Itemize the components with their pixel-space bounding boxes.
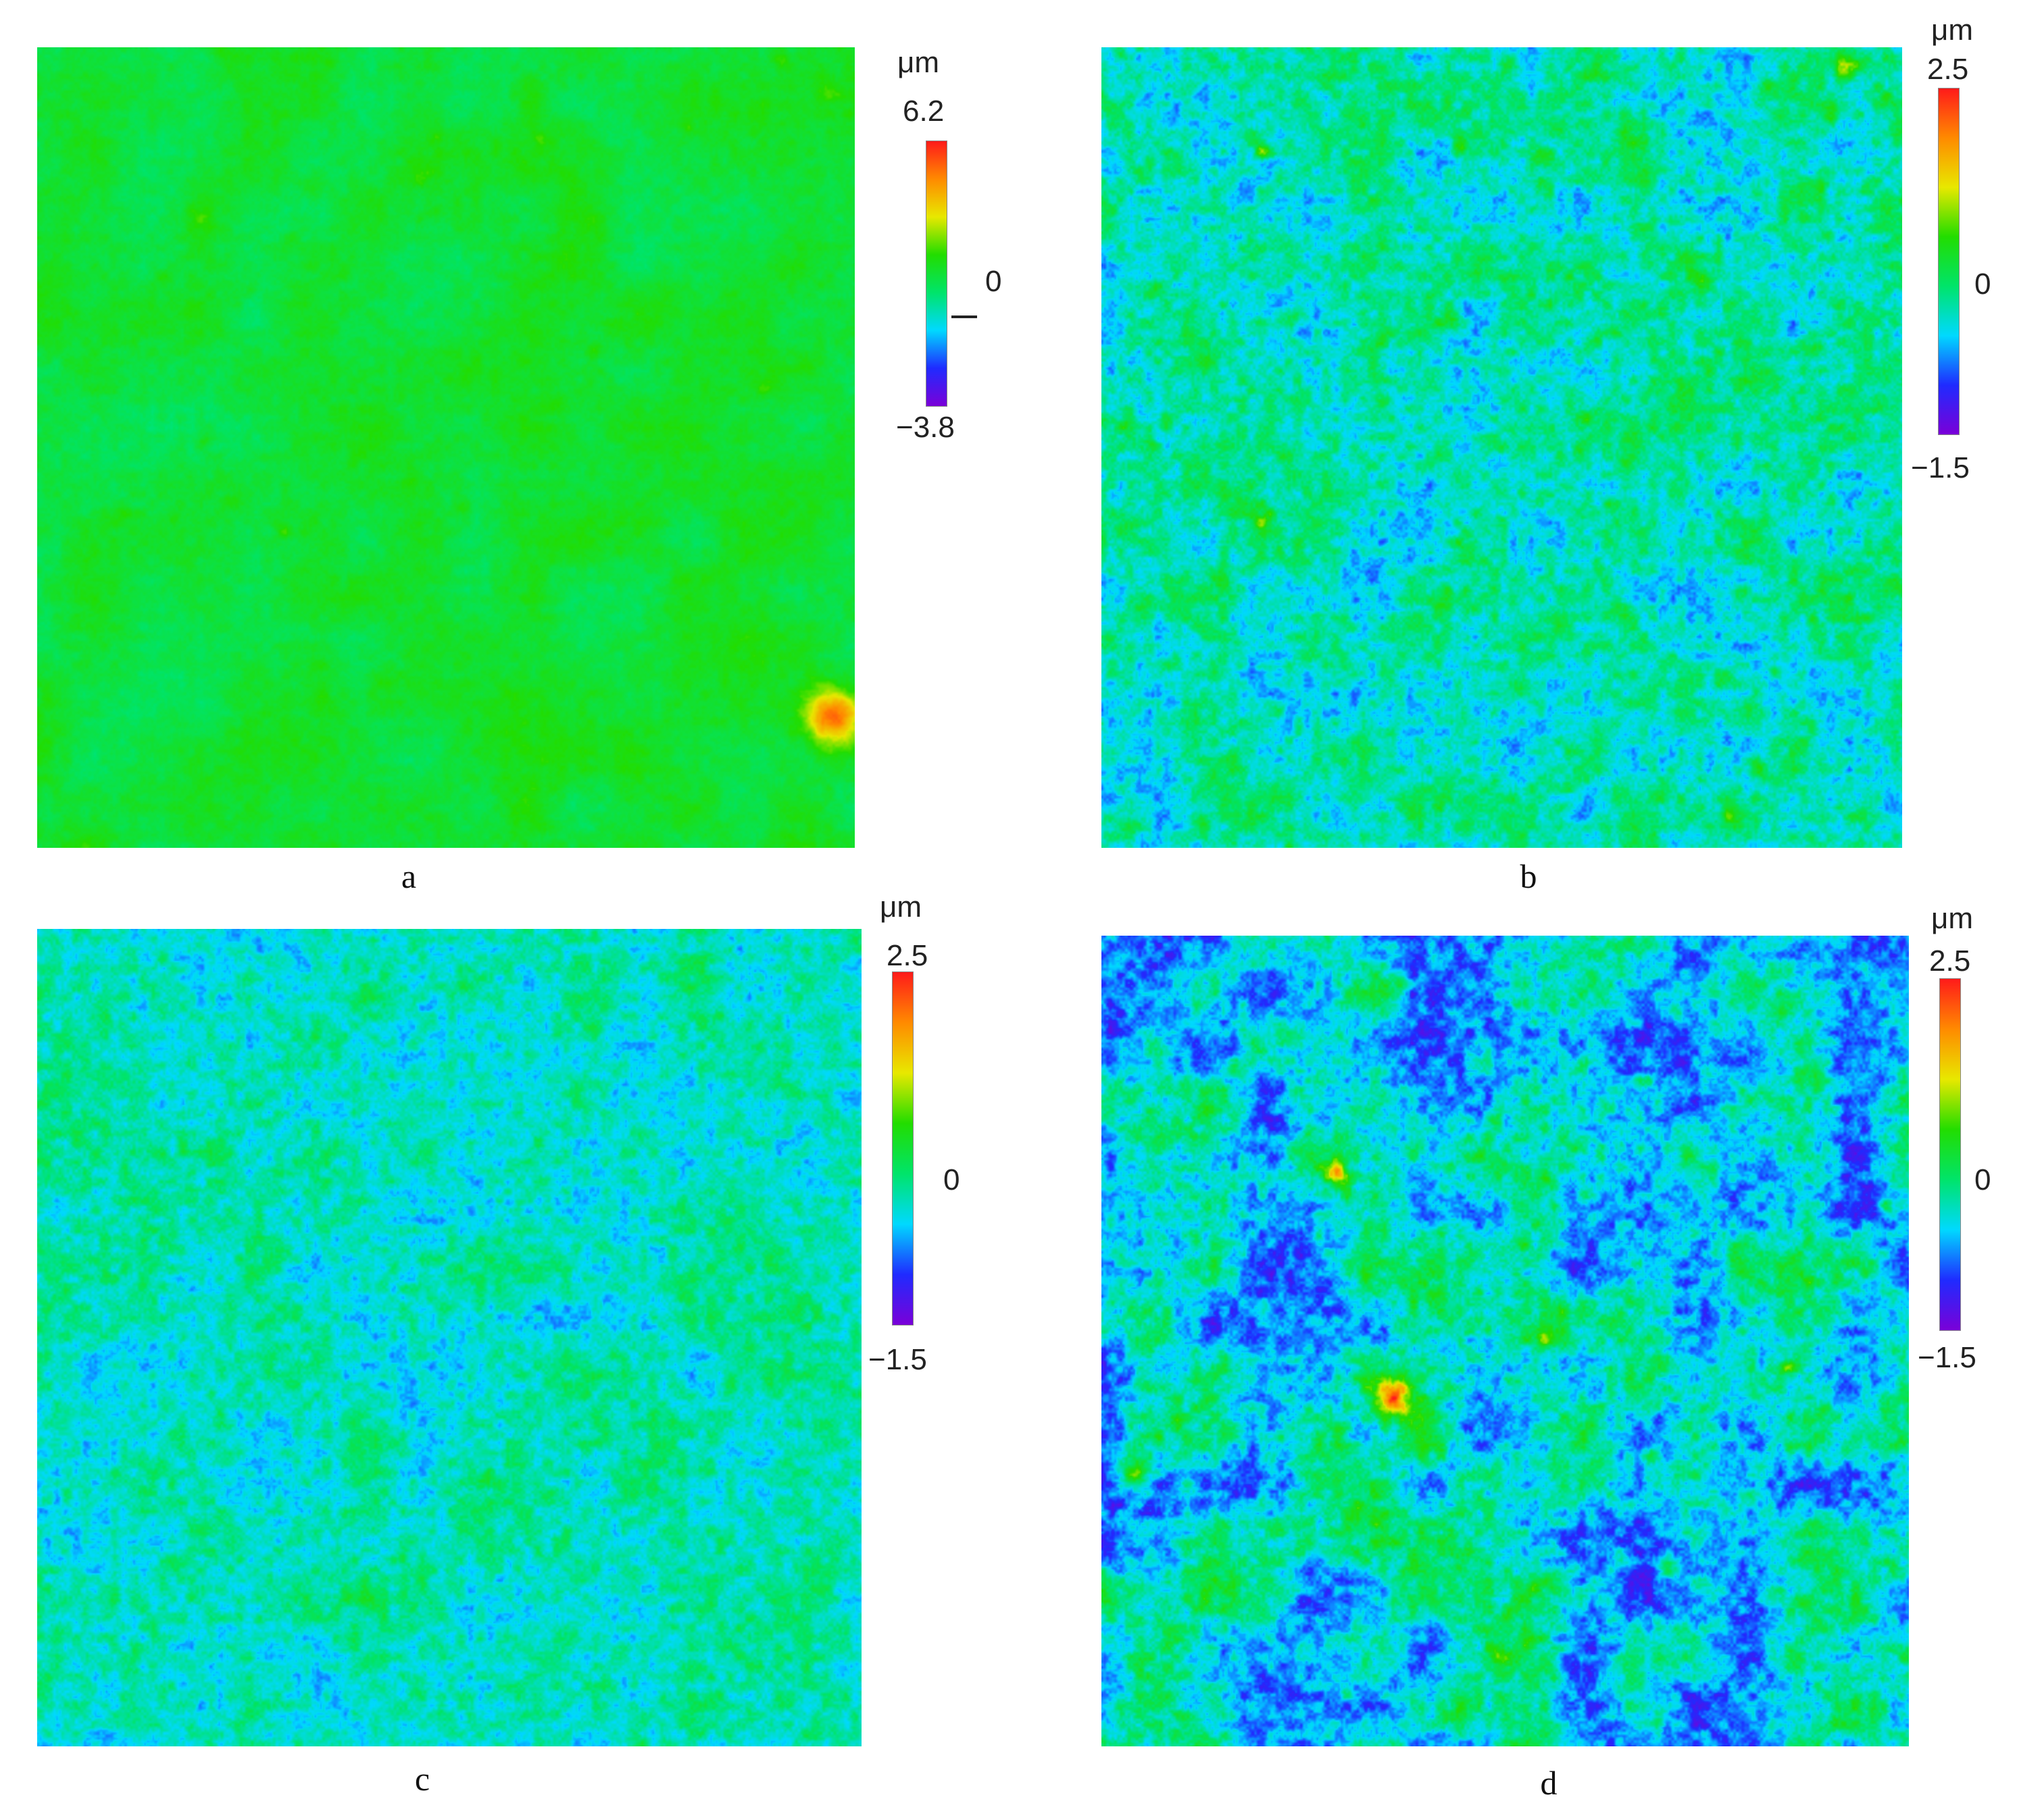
height-map-c <box>37 929 862 1746</box>
panel-label-b: b <box>1520 857 1537 895</box>
colorbar-max-a: 6.2 <box>903 95 945 128</box>
colorbar-zero-b: 0 <box>1974 268 1991 301</box>
colorbar-min-d: −1.5 <box>1918 1341 1976 1374</box>
height-map-a <box>37 47 855 848</box>
panel-label-a: a <box>401 857 417 895</box>
colorbar-zero-marker-a <box>951 315 977 318</box>
colorbar-unit-d: μm <box>1931 902 1974 935</box>
colorbar-a <box>926 141 947 407</box>
colorbar-zero-c: 0 <box>943 1163 960 1196</box>
colorbar-max-b: 2.5 <box>1927 53 1969 86</box>
height-map-b <box>1101 47 1902 848</box>
colorbar-max-d: 2.5 <box>1929 944 1971 978</box>
colorbar-c <box>892 971 914 1325</box>
colorbar-min-a: −3.8 <box>896 411 955 444</box>
colorbar-min-c: −1.5 <box>868 1343 927 1376</box>
colorbar-zero-a: 0 <box>985 265 1002 298</box>
colorbar-d <box>1939 978 1961 1331</box>
height-map-d <box>1101 936 1909 1746</box>
colorbar-unit-a: μm <box>897 46 940 79</box>
colorbar-b <box>1938 88 1960 435</box>
colorbar-min-b: −1.5 <box>1911 451 1970 484</box>
colorbar-max-c: 2.5 <box>887 939 928 972</box>
panel-label-d: d <box>1540 1764 1558 1802</box>
colorbar-zero-d: 0 <box>1974 1163 1991 1196</box>
colorbar-unit-b: μm <box>1931 14 1974 47</box>
colorbar-unit-c: μm <box>880 890 922 924</box>
panel-label-c: c <box>414 1760 430 1798</box>
